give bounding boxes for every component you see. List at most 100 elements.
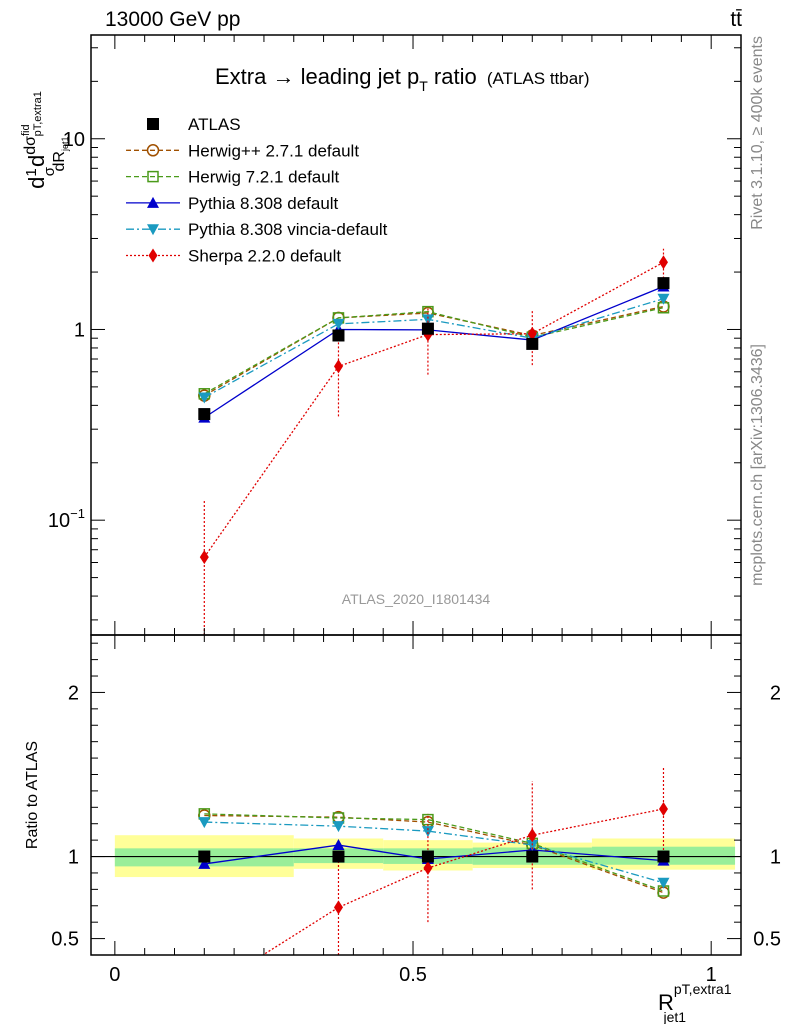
series-atlas <box>198 277 670 421</box>
header-left-label: 13000 GeV pp <box>105 8 240 31</box>
xlabel-base: R <box>658 990 674 1015</box>
ratio-y-tick-label-right: 2 <box>770 682 781 704</box>
side-label-top: Rivet 3.1.10, ≥ 400k events <box>749 36 766 230</box>
ratio-point-atlas <box>526 850 539 863</box>
point-atlas <box>526 337 539 350</box>
ratio-line-herwig-7-2-1-default <box>204 813 664 892</box>
ratio-point-pythia-8-308-default <box>198 857 211 869</box>
header-right-label: tt̄ <box>730 8 742 31</box>
plot-title-note: (ATLAS ttbar) <box>487 69 590 88</box>
x-tick-label: 0.5 <box>399 964 427 986</box>
point-sherpa-2-2-0-default <box>333 359 343 374</box>
ratio-point-pythia-8-308-default <box>332 839 345 851</box>
xlabel-sub: jet1 <box>662 1009 686 1024</box>
ratio-y-tick-label-right: 0.5 <box>753 929 781 951</box>
ratio-series-sherpa-2-2-0-default <box>261 767 668 955</box>
series-sherpa-2-2-0-default <box>199 248 668 635</box>
legend-marker-herwig-7-2-1-default <box>147 170 159 183</box>
legend-marker-pythia-8-308-default <box>147 196 159 208</box>
series-pythia-8-308-vincia-default <box>198 293 670 404</box>
plot-title-main: Extra → leading jet p <box>215 64 419 89</box>
legend-label-pythia-8-308-default: Pythia 8.308 default <box>188 194 339 213</box>
point-sherpa-2-2-0-default <box>199 550 209 565</box>
ratio-point-pythia-8-308-vincia-default <box>421 826 434 838</box>
legend-label-pythia-8-308-vincia-default: Pythia 8.308 vincia-default <box>188 220 388 239</box>
series-pythia-8-308-default <box>198 280 670 423</box>
point-pythia-8-308-vincia-default <box>421 314 434 326</box>
plot-title-subscript: T <box>419 78 428 94</box>
legend-marker-sherpa-2-2-0-default <box>148 248 158 263</box>
ratio-series-pythia-8-308-vincia-default <box>198 817 670 889</box>
ratio-point-atlas <box>421 850 434 863</box>
ylabel-inv-sigma: 1 <box>23 168 40 176</box>
ratio-point-atlas <box>198 850 211 863</box>
point-sherpa-2-2-0-default <box>527 326 537 341</box>
ratio-y-tick-label-right: 1 <box>770 847 781 869</box>
series-herwig-2-7-1-default <box>198 300 670 402</box>
ylabel-dR-sub: jet1 <box>60 137 70 153</box>
legend-label-herwig-2-7-1-default: Herwig++ 2.7.1 default <box>188 141 359 160</box>
main-y-axis-label: d1σddσfidpT,extra1 dRjet1 <box>20 91 70 189</box>
point-sherpa-2-2-0-default <box>658 255 668 270</box>
legend-item-sherpa-2-2-0-default: Sherpa 2.2.0 default <box>126 247 341 266</box>
ratio-point-pythia-8-308-vincia-default <box>332 821 345 833</box>
ratio-point-pythia-8-308-vincia-default <box>198 817 211 829</box>
xlabel-sup: pT,extra1 <box>674 981 732 997</box>
legend-marker-atlas <box>147 118 159 130</box>
legend-marker-pythia-8-308-vincia-default <box>147 224 159 236</box>
point-pythia-8-308-vincia-default <box>198 392 211 404</box>
main-y-tick-label: 10 <box>63 129 85 151</box>
svg-text:dRjet1: dRjet1 <box>51 137 70 172</box>
x-axis-label: RpT,extra1 jet1 <box>658 981 732 1024</box>
ratio-plot-frame <box>90 634 742 956</box>
legend-item-pythia-8-308-vincia-default: Pythia 8.308 vincia-default <box>126 220 388 239</box>
ratio-point-pythia-8-308-vincia-default <box>657 877 670 889</box>
ylabel-d1: d <box>24 177 49 189</box>
legend-label-atlas: ATLAS <box>188 115 241 134</box>
legend-marker-herwig-2-7-1-default <box>146 144 160 157</box>
ratio-y-tick-label: 2 <box>68 682 79 704</box>
point-pythia-8-308-vincia-default <box>657 293 670 305</box>
ratio-point-atlas <box>657 850 670 863</box>
line-pythia-8-308-default <box>203 285 664 419</box>
main-y-tick-label-base: 10 <box>48 510 70 532</box>
ylabel-sub: pT,extra1 <box>32 91 44 136</box>
analysis-id-label: ATLAS_2020_I1801434 <box>342 591 491 607</box>
ratio-y-axis-label: Ratio to ATLAS <box>24 741 41 849</box>
legend-item-atlas: ATLAS <box>147 115 241 134</box>
x-tick-label: 0 <box>109 964 120 986</box>
legend-label-sherpa-2-2-0-default: Sherpa 2.2.0 default <box>188 247 341 266</box>
svg-text:d1σddσfidpT,extra1: d1σddσfidpT,extra1 <box>20 91 58 189</box>
line-herwig-2-7-1-default <box>203 305 664 397</box>
ylabel-fid: fid <box>20 124 32 136</box>
side-label-bottom: mcplots.cern.ch [arXiv:1306.3436] <box>749 344 766 586</box>
legend: ATLAS Herwig++ 2.7.1 default Herwig 7.2.1 … <box>126 115 388 266</box>
ylabel-dR: dR <box>51 151 68 171</box>
legend-item-herwig-2-7-1-default: Herwig++ 2.7.1 default <box>126 141 359 160</box>
ylabel-d2: d <box>24 155 49 167</box>
ratio-point-sherpa-2-2-0-default <box>333 900 343 915</box>
ratio-point-sherpa-2-2-0-default <box>423 861 433 876</box>
legend-item-pythia-8-308-default: Pythia 8.308 default <box>126 194 339 213</box>
ratio-point-atlas <box>332 850 345 863</box>
ylabel-den: σ <box>41 166 58 176</box>
main-y-tick-label: 1 <box>74 319 85 341</box>
legend-label-herwig-7-2-1-default: Herwig 7.2.1 default <box>188 168 339 187</box>
main-y-tick-label-exp: −1 <box>70 506 85 521</box>
point-atlas <box>332 329 345 342</box>
point-atlas <box>198 408 211 421</box>
line-herwig-7-2-1-default <box>203 307 664 395</box>
ylabel-num: 1 <box>23 168 40 176</box>
ratio-point-sherpa-2-2-0-default <box>658 801 668 816</box>
ratio-line-pythia-8-308-vincia-default <box>204 821 664 884</box>
ratio-series-atlas <box>198 850 670 863</box>
x-tick-label: 1 <box>706 964 717 986</box>
ratio-plot-panel: 0.5 0.5 1 1 2 2 <box>51 634 781 956</box>
line-sherpa-2-2-0-default <box>203 261 664 558</box>
ratio-y-tick-label: 1 <box>68 847 79 869</box>
plot-title: Extra → leading jet pT ratio (ATLAS ttba… <box>215 64 590 94</box>
point-atlas <box>657 277 670 290</box>
ratio-y-tick-label: 0.5 <box>51 929 79 951</box>
point-atlas <box>421 322 434 335</box>
